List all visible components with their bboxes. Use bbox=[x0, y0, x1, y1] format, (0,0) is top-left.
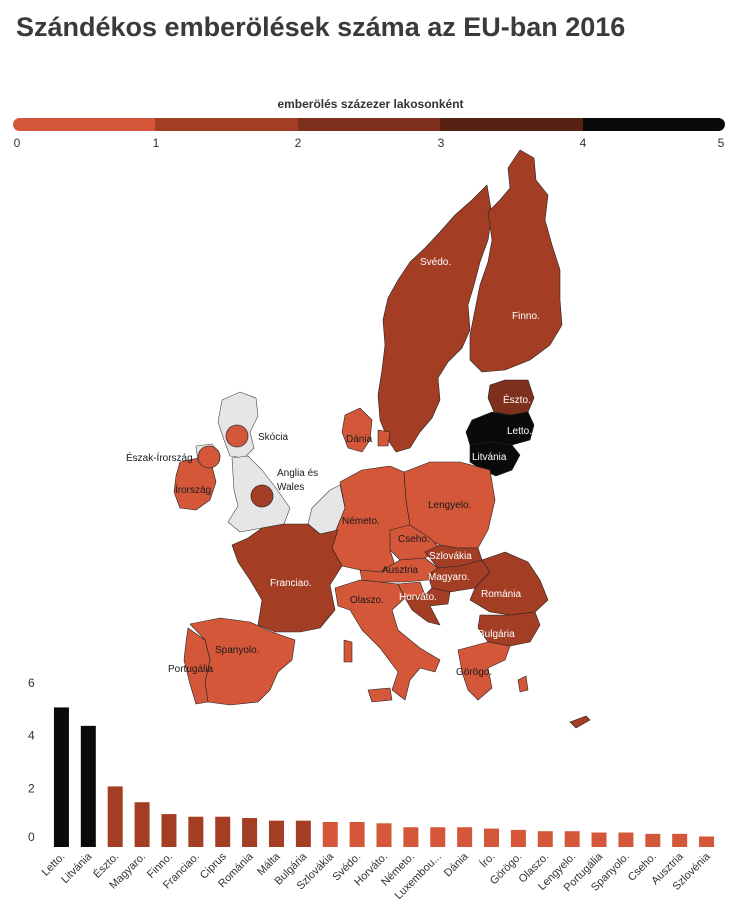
bar[interactable] bbox=[699, 836, 715, 847]
map-label-skocia: Skócia bbox=[258, 432, 288, 443]
x-tick-label: Dánia bbox=[442, 850, 471, 879]
map-label-romania: Románia bbox=[481, 589, 521, 600]
legend-swatch-1-2 bbox=[155, 118, 298, 131]
bar[interactable] bbox=[376, 823, 392, 847]
map-label-bulgaria: Bulgária bbox=[478, 629, 515, 640]
legend-tick-0: 0 bbox=[13, 136, 21, 150]
map-label-svedo: Svédo. bbox=[420, 257, 451, 268]
region-portugal[interactable] bbox=[183, 627, 211, 705]
legend-tick-2: 2 bbox=[294, 136, 302, 150]
map-label-cseho: Cseho. bbox=[398, 534, 430, 545]
region-sweden[interactable] bbox=[377, 184, 493, 453]
region-finland[interactable] bbox=[469, 149, 563, 373]
map-label-eszto: Észto. bbox=[503, 393, 531, 406]
y-tick-label: 4 bbox=[28, 729, 35, 743]
map-label-szlovakia: Szlovákia bbox=[429, 551, 472, 562]
region-italy[interactable] bbox=[334, 579, 441, 703]
y-tick-label: 6 bbox=[28, 676, 35, 690]
region-croatia[interactable] bbox=[404, 587, 451, 626]
map-label-gorogo: Görögo. bbox=[456, 667, 492, 678]
map-label-irorszag: Írország bbox=[175, 483, 211, 496]
map-label-horvato: Horváto. bbox=[399, 592, 437, 603]
bar[interactable] bbox=[107, 786, 123, 847]
region-greece[interactable] bbox=[457, 641, 529, 701]
region-lithuania[interactable] bbox=[469, 441, 521, 477]
bar[interactable] bbox=[618, 832, 634, 847]
bubble-england-wales[interactable] bbox=[250, 484, 274, 508]
legend-title: emberölés százezer lakosonként bbox=[277, 97, 464, 111]
legend-swatch-0-1 bbox=[13, 118, 156, 131]
map-label-eszak-irorszag: Észak-Írország bbox=[126, 451, 193, 464]
y-tick-label: 2 bbox=[28, 781, 35, 795]
bar[interactable] bbox=[591, 832, 607, 847]
legend-tick-5: 5 bbox=[717, 136, 725, 150]
bar[interactable] bbox=[457, 827, 473, 847]
legend-swatch-2-3 bbox=[297, 118, 441, 131]
map-label-olaszo: Olaszo. bbox=[350, 595, 384, 606]
x-tick-label: Litvánia bbox=[59, 850, 95, 886]
map-label-lengyelo: Lengyelo. bbox=[428, 500, 471, 511]
map-label-nemeto: Németo. bbox=[342, 516, 380, 527]
map-label-anglia-1: Anglia és bbox=[277, 468, 318, 479]
bar[interactable] bbox=[564, 831, 580, 847]
bar[interactable] bbox=[295, 820, 311, 847]
x-tick-label: Íro. bbox=[477, 850, 497, 870]
bar[interactable] bbox=[510, 829, 526, 847]
map-label-letto: Letto. bbox=[507, 426, 532, 437]
map-label-portugalia: Portugália bbox=[168, 664, 213, 675]
map-label-anglia-2: Wales bbox=[277, 482, 304, 493]
legend-swatch-3-4 bbox=[440, 118, 583, 131]
bar[interactable] bbox=[645, 833, 661, 847]
legend-swatch-4-5 bbox=[582, 118, 725, 131]
bar[interactable] bbox=[349, 821, 365, 847]
bar[interactable] bbox=[242, 818, 258, 847]
bubble-northern-ireland[interactable] bbox=[197, 445, 221, 469]
legend-tick-3: 3 bbox=[437, 136, 445, 150]
region-france[interactable] bbox=[231, 523, 343, 633]
y-tick-label: 0 bbox=[28, 830, 35, 844]
map-label-finno: Finno. bbox=[512, 311, 540, 322]
map-label-ausztria: Ausztria bbox=[382, 565, 419, 576]
region-bulgaria[interactable] bbox=[477, 611, 541, 647]
bar[interactable] bbox=[215, 816, 231, 847]
map-label-dania: Dánia bbox=[346, 434, 373, 445]
region-denmark[interactable] bbox=[341, 407, 391, 453]
region-cyprus[interactable] bbox=[569, 715, 591, 729]
map-label-magyaro: Magyaro. bbox=[428, 572, 470, 583]
bar[interactable] bbox=[430, 827, 446, 847]
bar[interactable] bbox=[80, 725, 96, 847]
bubble-scotland[interactable] bbox=[225, 424, 249, 448]
bar[interactable] bbox=[484, 828, 500, 847]
region-latvia[interactable] bbox=[465, 411, 535, 446]
bar[interactable] bbox=[53, 707, 69, 847]
bar[interactable] bbox=[188, 816, 204, 847]
map-label-franciao: Franciao. bbox=[270, 578, 312, 589]
legend-tick-4: 4 bbox=[579, 136, 587, 150]
page-title: Szándékos emberölések száma az EU-ban 20… bbox=[16, 12, 626, 42]
legend-tick-1: 1 bbox=[152, 136, 160, 150]
bar[interactable] bbox=[134, 802, 150, 847]
bar[interactable] bbox=[161, 814, 177, 847]
map-label-litvania: Litvánia bbox=[472, 452, 507, 463]
bar[interactable] bbox=[672, 833, 688, 847]
bar[interactable] bbox=[537, 831, 553, 847]
color-legend-bar bbox=[13, 118, 725, 131]
bar[interactable] bbox=[403, 827, 419, 847]
bar[interactable] bbox=[268, 820, 284, 847]
bar[interactable] bbox=[322, 821, 338, 847]
map-label-spanyolo: Spanyolo. bbox=[215, 645, 259, 656]
